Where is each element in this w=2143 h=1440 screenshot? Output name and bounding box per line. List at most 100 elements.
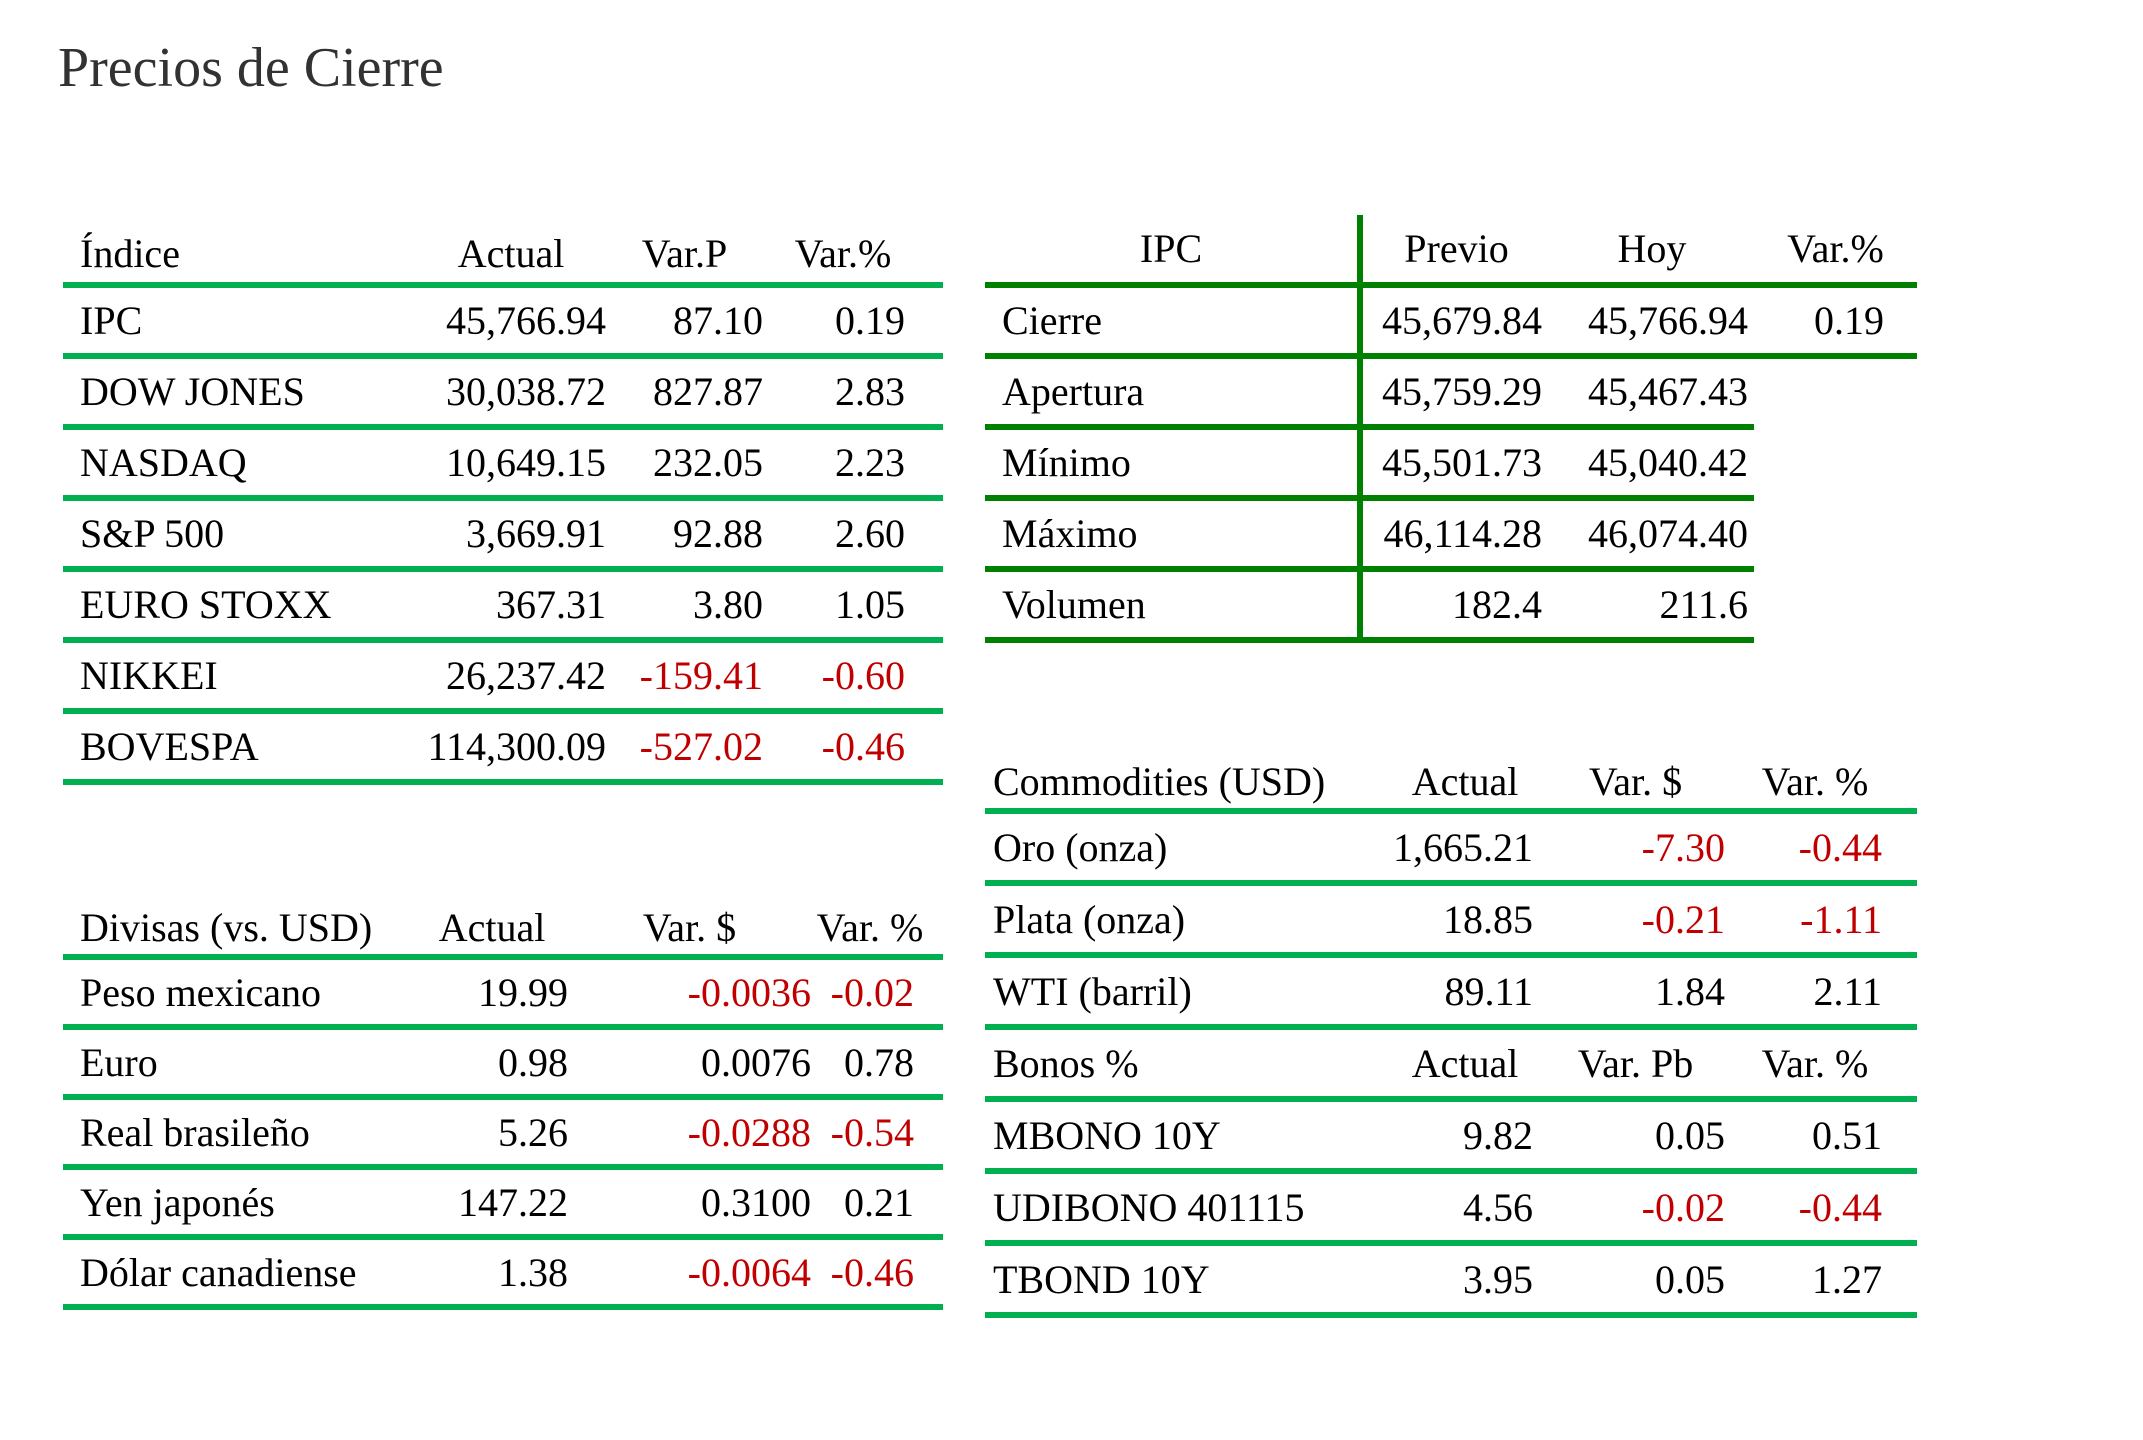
- bonos-table: Bonos % Actual Var. Pb Var. % MBONO 10Y …: [985, 1030, 1917, 1318]
- indices-header-row: Índice Actual Var.P Var.%: [63, 225, 943, 288]
- value-cell: 46,074.40: [1550, 498, 1754, 572]
- table-row: BOVESPA 114,300.09 -527.02 -0.46: [63, 711, 943, 785]
- value-cell: -0.44: [1731, 1171, 1917, 1246]
- row-label: Dólar canadiense: [63, 1237, 416, 1310]
- page-title: Precios de Cierre: [58, 37, 444, 99]
- table-row: Máximo 46,114.28 46,074.40: [985, 498, 1917, 572]
- row-label: Mínimo: [985, 427, 1363, 501]
- value-cell: -0.54: [811, 1097, 943, 1170]
- table-row: Real brasileño 5.26 -0.0288 -0.54: [63, 1097, 943, 1170]
- value-cell: -0.60: [763, 640, 943, 714]
- table-row: EURO STOXX 367.31 3.80 1.05: [63, 569, 943, 643]
- value-cell: 45,679.84: [1360, 285, 1550, 359]
- row-label: IPC: [63, 285, 416, 359]
- value-cell: 45,766.94: [1550, 285, 1754, 359]
- ipc-detail-table: IPC Previo Hoy Var.% Cierre 45,679.84 45…: [985, 215, 1917, 643]
- value-cell: 45,040.42: [1550, 427, 1754, 501]
- value-cell: 1.05: [763, 569, 943, 643]
- table-row: NASDAQ 10,649.15 232.05 2.23: [63, 427, 943, 501]
- column-header: Commodities (USD): [985, 754, 1390, 814]
- table-row: Dólar canadiense 1.38 -0.0064 -0.46: [63, 1237, 943, 1310]
- row-label: Cierre: [985, 285, 1363, 359]
- value-cell: 3,669.91: [416, 498, 606, 572]
- value-cell: -0.0288: [568, 1097, 811, 1170]
- column-header: Var. %: [1731, 754, 1917, 814]
- row-label: EURO STOXX: [63, 569, 416, 643]
- value-cell: [1754, 427, 1917, 498]
- commodities-table: Commodities (USD) Actual Var. $ Var. % O…: [985, 754, 1917, 1030]
- value-cell: 3.80: [606, 569, 763, 643]
- row-label: Yen japonés: [63, 1167, 416, 1240]
- column-header: Var.%: [763, 225, 943, 288]
- column-header: Var. %: [811, 900, 943, 960]
- table-row: Cierre 45,679.84 45,766.94 0.19: [985, 285, 1917, 359]
- divisas-header-row: Divisas (vs. USD) Actual Var. $ Var. %: [63, 900, 943, 960]
- value-cell: 4.56: [1390, 1171, 1540, 1246]
- column-header: Actual: [416, 900, 568, 960]
- column-header: Var. %: [1731, 1030, 1917, 1102]
- column-header: Bonos %: [985, 1030, 1390, 1102]
- column-header: Actual: [1390, 1030, 1540, 1102]
- row-label: Máximo: [985, 498, 1363, 572]
- value-cell: -159.41: [606, 640, 763, 714]
- commodities-header-row: Commodities (USD) Actual Var. $ Var. %: [985, 754, 1917, 814]
- indices-table: Índice Actual Var.P Var.% IPC 45,766.94 …: [63, 225, 943, 785]
- table-row: IPC 45,766.94 87.10 0.19: [63, 285, 943, 359]
- row-label: Plata (onza): [985, 883, 1390, 958]
- value-cell: 1.84: [1540, 955, 1731, 1030]
- value-cell: 92.88: [606, 498, 763, 572]
- table-row: Peso mexicano 19.99 -0.0036 -0.02: [63, 957, 943, 1030]
- column-header: Var. Pb: [1540, 1030, 1731, 1102]
- value-cell: [1754, 356, 1917, 427]
- row-label: MBONO 10Y: [985, 1099, 1390, 1174]
- value-cell: 0.98: [416, 1027, 568, 1100]
- divisas-table: Divisas (vs. USD) Actual Var. $ Var. % P…: [63, 900, 943, 1310]
- value-cell: -0.0036: [568, 957, 811, 1030]
- row-label: NIKKEI: [63, 640, 416, 714]
- value-cell: -7.30: [1540, 811, 1731, 886]
- table-row: NIKKEI 26,237.42 -159.41 -0.60: [63, 640, 943, 714]
- column-header: Divisas (vs. USD): [63, 900, 416, 960]
- row-label: Peso mexicano: [63, 957, 416, 1030]
- column-header: Var.%: [1754, 215, 1917, 288]
- bonos-header-row: Bonos % Actual Var. Pb Var. %: [985, 1030, 1917, 1102]
- value-cell: 46,114.28: [1360, 498, 1550, 572]
- value-cell: 19.99: [416, 957, 568, 1030]
- row-label: BOVESPA: [63, 711, 416, 785]
- column-header: IPC: [985, 215, 1363, 288]
- table-row: Plata (onza) 18.85 -0.21 -1.11: [985, 883, 1917, 958]
- value-cell: 2.83: [763, 356, 943, 430]
- value-cell: 45,759.29: [1360, 356, 1550, 430]
- table-row: WTI (barril) 89.11 1.84 2.11: [985, 955, 1917, 1030]
- value-cell: 114,300.09: [416, 711, 606, 785]
- value-cell: 1,665.21: [1390, 811, 1540, 886]
- row-label: Euro: [63, 1027, 416, 1100]
- value-cell: -0.46: [763, 711, 943, 785]
- value-cell: 0.21: [811, 1167, 943, 1240]
- table-row: Oro (onza) 1,665.21 -7.30 -0.44: [985, 811, 1917, 886]
- value-cell: 2.60: [763, 498, 943, 572]
- table-row: DOW JONES 30,038.72 827.87 2.83: [63, 356, 943, 430]
- column-header: Var.P: [606, 225, 763, 288]
- row-label: Volumen: [985, 569, 1363, 643]
- value-cell: 211.6: [1550, 569, 1754, 643]
- table-row: TBOND 10Y 3.95 0.05 1.27: [985, 1243, 1917, 1318]
- value-cell: 1.27: [1731, 1243, 1917, 1318]
- value-cell: 9.82: [1390, 1099, 1540, 1174]
- row-label: Oro (onza): [985, 811, 1390, 886]
- table-row: Euro 0.98 0.0076 0.78: [63, 1027, 943, 1100]
- table-row: Volumen 182.4 211.6: [985, 569, 1917, 643]
- value-cell: 0.78: [811, 1027, 943, 1100]
- value-cell: 0.05: [1540, 1099, 1731, 1174]
- value-cell: 0.0076: [568, 1027, 811, 1100]
- column-header: Var. $: [568, 900, 811, 960]
- value-cell: 0.51: [1731, 1099, 1917, 1174]
- value-cell: 45,766.94: [416, 285, 606, 359]
- value-cell: 1.38: [416, 1237, 568, 1310]
- value-cell: 0.05: [1540, 1243, 1731, 1318]
- row-label: DOW JONES: [63, 356, 416, 430]
- value-cell: 0.3100: [568, 1167, 811, 1240]
- value-cell: -0.46: [811, 1237, 943, 1310]
- value-cell: 89.11: [1390, 955, 1540, 1030]
